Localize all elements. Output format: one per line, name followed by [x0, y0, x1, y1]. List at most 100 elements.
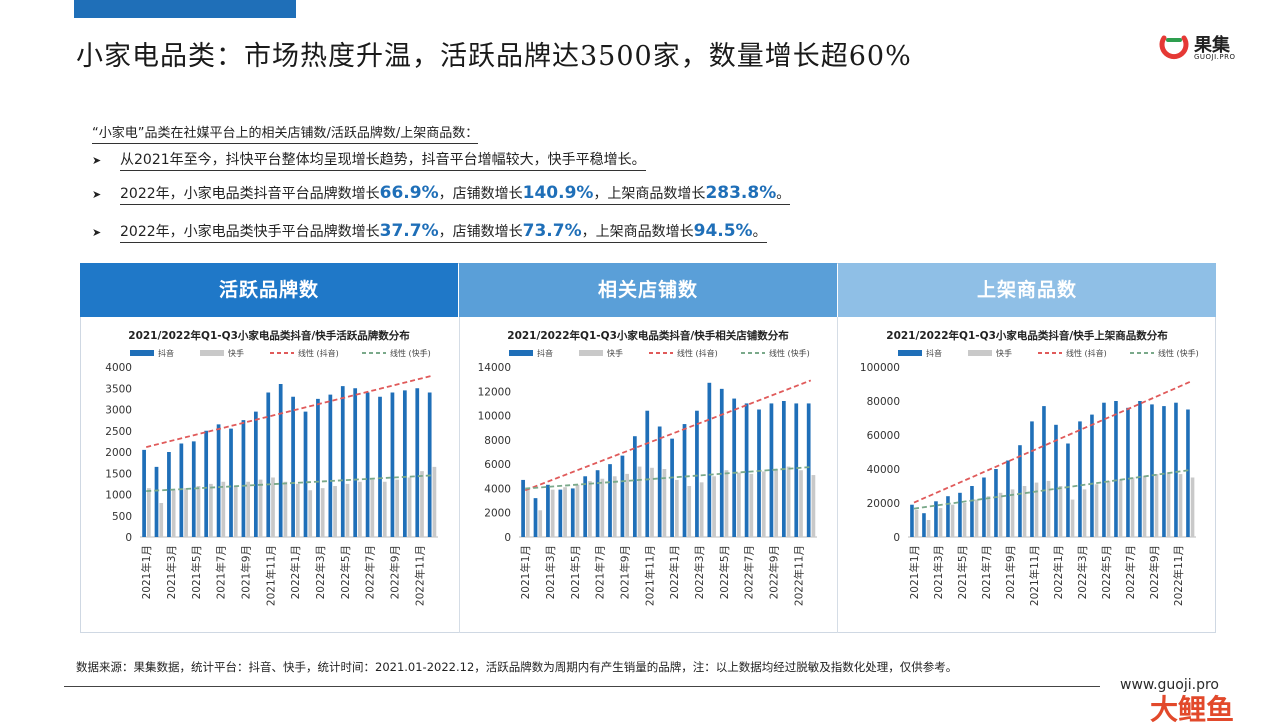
bar-kuaishou [998, 492, 1003, 537]
bar-douyin [934, 501, 938, 537]
footer-rule [64, 686, 1100, 687]
bar-douyin [154, 466, 159, 537]
x-tick-label: 2022年9月 [1148, 545, 1161, 599]
bar-douyin [167, 452, 171, 537]
bullet-segment: 2022年，小家电品类抖音平台品牌数增长 [120, 186, 380, 202]
x-tick-label: 2022年11月 [413, 545, 426, 606]
bar-kuaishou [962, 503, 967, 537]
logo-subtext: GUOJI.PRO [1194, 53, 1236, 61]
bar-kuaishou [662, 469, 667, 537]
chart-title: 2021/2022年Q1-Q3小家电品类抖音/快手上架商品数分布 [886, 329, 1168, 342]
y-tick-label: 80000 [867, 396, 900, 408]
bar-douyin [670, 438, 674, 537]
x-tick-label: 2022年7月 [364, 545, 377, 599]
bar-douyin [732, 398, 737, 537]
x-tick-label: 2022年11月 [1172, 545, 1185, 606]
trendline-kuaishou [525, 466, 811, 490]
x-tick-label: 2022年7月 [743, 545, 756, 599]
bar-douyin [415, 388, 420, 537]
bar-kuaishou [221, 481, 226, 537]
bar-douyin [1090, 414, 1094, 537]
bar-douyin [707, 382, 712, 537]
bar-kuaishou [395, 479, 400, 537]
bar-kuaishou [283, 481, 288, 537]
bar-douyin [241, 420, 246, 537]
bar-kuaishou [370, 479, 375, 537]
x-tick-label: 2022年11月 [792, 545, 805, 606]
bar-douyin [204, 430, 209, 537]
y-tick-label: 3500 [105, 383, 132, 395]
bar-douyin [806, 403, 811, 537]
bullet-segment: ，店铺数增长 [438, 224, 523, 240]
panel-divider [837, 317, 838, 633]
x-tick-label: 2021年9月 [1004, 545, 1017, 599]
bar-douyin [558, 489, 563, 537]
bar-kuaishou [986, 496, 991, 537]
bar-douyin [570, 488, 575, 537]
x-tick-label: 2021年7月 [594, 545, 607, 599]
bar-douyin [645, 410, 650, 537]
bullet-segment: 。 [752, 224, 767, 240]
bullet-segment: 从2021年至今，抖快平台整体均呈现增长趋势，抖音平台增幅较大，快手平稳增长。 [120, 152, 646, 168]
legend-swatch [898, 350, 922, 356]
bullet-text: 从2021年至今，抖快平台整体均呈现增长趋势，抖音平台增幅较大，快手平稳增长。 [120, 152, 646, 171]
bar-kuaishou [811, 475, 816, 537]
bar-douyin [533, 498, 538, 537]
bar-kuaishou [1070, 499, 1075, 537]
bar-douyin [278, 384, 283, 537]
bar-douyin [340, 386, 345, 537]
bar-douyin [769, 403, 774, 537]
bar-kuaishou [774, 469, 779, 537]
bar-douyin [632, 436, 637, 537]
panel-header-brands: 活跃品牌数 [80, 263, 458, 317]
page-title: 小家电品类：市场热度升温，活跃品牌达3500家，数量增长超60% [76, 41, 912, 72]
bar-kuaishou [1178, 474, 1183, 537]
bar-kuaishou [333, 486, 337, 537]
legend-label: 线性 (快手) [390, 348, 431, 358]
x-tick-label: 2021年7月 [215, 545, 228, 599]
bullet-2: ➤ 2022年，小家电品类抖音平台品牌数增长66.9%，店铺数增长140.9%，上… [92, 183, 791, 205]
x-tick-label: 2021年7月 [980, 545, 993, 599]
bar-douyin [1126, 407, 1130, 537]
bar-douyin [608, 464, 612, 537]
bar-douyin [1054, 424, 1058, 537]
x-tick-label: 2021年11月 [264, 545, 277, 606]
x-tick-label: 2022年5月 [1100, 545, 1113, 599]
bar-kuaishou [1190, 477, 1195, 537]
highlight-percent: 73.7% [522, 221, 582, 241]
x-tick-label: 2021年3月 [544, 545, 557, 599]
trendline-douyin [145, 374, 433, 448]
panel-stores: 相关店铺数 2021/2022年Q1-Q3小家电品类抖音/快手相关店铺数分布 抖音… [459, 263, 837, 633]
highlight-percent: 140.9% [522, 183, 594, 203]
bar-kuaishou [699, 482, 704, 537]
bar-kuaishou [914, 509, 919, 537]
bar-douyin [1138, 401, 1142, 537]
bar-douyin [744, 403, 749, 537]
bar-kuaishou [184, 488, 188, 537]
trendline-kuaishou [146, 474, 432, 493]
x-tick-label: 2022年3月 [314, 545, 327, 599]
bar-douyin [1018, 445, 1022, 537]
arrow-icon: ➤ [92, 188, 102, 201]
bar-kuaishou [271, 477, 275, 537]
legend-swatch [968, 350, 992, 356]
chart-title: 2021/2022年Q1-Q3小家电品类抖音/快手相关店铺数分布 [507, 329, 789, 342]
bullet-segment: 2022年，小家电品类快手平台品牌数增长 [120, 224, 380, 240]
bar-kuaishou [563, 487, 567, 537]
bar-kuaishou [246, 481, 251, 537]
arrow-icon: ➤ [92, 154, 102, 167]
y-tick-label: 10000 [478, 411, 511, 423]
legend-label: 线性 (抖音) [677, 348, 718, 358]
bar-douyin [1066, 443, 1070, 537]
bar-kuaishou [1094, 484, 1099, 537]
bar-kuaishou [209, 483, 213, 537]
x-tick-label: 2021年5月 [569, 545, 582, 599]
bar-kuaishou [1046, 480, 1051, 537]
bar-douyin [266, 392, 271, 537]
bar-kuaishou [575, 484, 580, 537]
bar-kuaishou [358, 481, 362, 537]
legend-label: 抖音 [926, 348, 942, 358]
bar-douyin [958, 492, 962, 537]
bar-kuaishou [171, 490, 176, 537]
